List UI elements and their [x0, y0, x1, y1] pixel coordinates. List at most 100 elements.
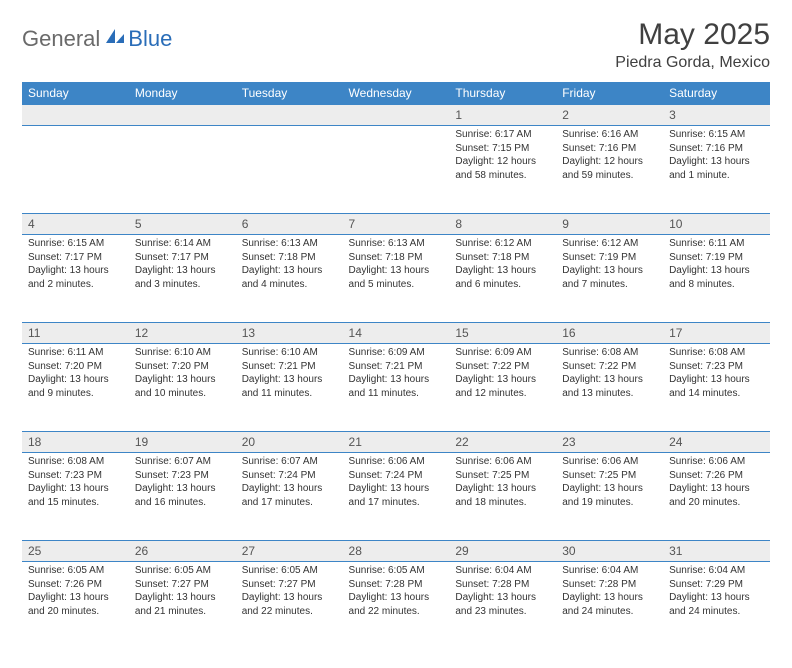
day-line: Daylight: 13 hours [28, 373, 123, 387]
day-line: Daylight: 13 hours [242, 482, 337, 496]
day-line: Daylight: 13 hours [669, 373, 764, 387]
day-cell-inner: Sunrise: 6:06 AMSunset: 7:26 PMDaylight:… [663, 453, 770, 513]
day-line: Sunset: 7:23 PM [135, 469, 230, 483]
day-cell: Sunrise: 6:06 AMSunset: 7:26 PMDaylight:… [663, 453, 770, 541]
logo-text-blue: Blue [128, 26, 172, 52]
day-line: Sunset: 7:28 PM [455, 578, 550, 592]
day-line: Sunrise: 6:15 AM [28, 237, 123, 251]
day-line: Daylight: 13 hours [669, 264, 764, 278]
day-line: and 6 minutes. [455, 278, 550, 292]
day-line: Sunrise: 6:06 AM [349, 455, 444, 469]
day-line: and 20 minutes. [28, 605, 123, 619]
day-line: Sunrise: 6:11 AM [669, 237, 764, 251]
day-cell-inner: Sunrise: 6:05 AMSunset: 7:27 PMDaylight:… [129, 562, 236, 622]
day-line: Sunset: 7:26 PM [669, 469, 764, 483]
day-cell: Sunrise: 6:07 AMSunset: 7:24 PMDaylight:… [236, 453, 343, 541]
day-line: and 59 minutes. [562, 169, 657, 183]
day-cell: Sunrise: 6:11 AMSunset: 7:19 PMDaylight:… [663, 235, 770, 323]
day-line: Daylight: 13 hours [349, 373, 444, 387]
day-number-cell [236, 105, 343, 126]
day-cell: Sunrise: 6:11 AMSunset: 7:20 PMDaylight:… [22, 344, 129, 432]
calendar-page: General Blue May 2025 Piedra Gorda, Mexi… [0, 0, 792, 668]
day-number-cell: 27 [236, 541, 343, 562]
day-line: Sunrise: 6:08 AM [28, 455, 123, 469]
day-cell-inner: Sunrise: 6:06 AMSunset: 7:25 PMDaylight:… [449, 453, 556, 513]
day-line: Sunrise: 6:15 AM [669, 128, 764, 142]
weekday-header: Friday [556, 82, 663, 105]
day-line: Sunset: 7:28 PM [349, 578, 444, 592]
day-line: Daylight: 13 hours [242, 591, 337, 605]
day-line: Sunrise: 6:09 AM [349, 346, 444, 360]
day-line: Daylight: 13 hours [135, 482, 230, 496]
day-cell-inner: Sunrise: 6:17 AMSunset: 7:15 PMDaylight:… [449, 126, 556, 186]
day-line: Sunrise: 6:05 AM [349, 564, 444, 578]
logo: General Blue [22, 18, 172, 52]
day-cell-inner: Sunrise: 6:13 AMSunset: 7:18 PMDaylight:… [343, 235, 450, 295]
day-line: Daylight: 13 hours [28, 264, 123, 278]
day-line: Daylight: 13 hours [562, 591, 657, 605]
day-number-cell: 8 [449, 214, 556, 235]
day-line: and 11 minutes. [349, 387, 444, 401]
day-line: Daylight: 13 hours [135, 264, 230, 278]
day-number-cell: 2 [556, 105, 663, 126]
day-line: Sunrise: 6:14 AM [135, 237, 230, 251]
day-number-cell: 23 [556, 432, 663, 453]
day-cell: Sunrise: 6:07 AMSunset: 7:23 PMDaylight:… [129, 453, 236, 541]
day-number-cell [129, 105, 236, 126]
day-line: Sunrise: 6:12 AM [455, 237, 550, 251]
day-line: Sunset: 7:24 PM [349, 469, 444, 483]
day-line: and 17 minutes. [242, 496, 337, 510]
day-cell [236, 126, 343, 214]
day-cell: Sunrise: 6:10 AMSunset: 7:21 PMDaylight:… [236, 344, 343, 432]
day-number-cell: 4 [22, 214, 129, 235]
day-line: Daylight: 13 hours [669, 591, 764, 605]
day-line: Sunset: 7:27 PM [135, 578, 230, 592]
day-cell: Sunrise: 6:06 AMSunset: 7:24 PMDaylight:… [343, 453, 450, 541]
day-line: Sunrise: 6:12 AM [562, 237, 657, 251]
day-number-cell: 30 [556, 541, 663, 562]
day-line: Daylight: 12 hours [562, 155, 657, 169]
day-content-row: Sunrise: 6:08 AMSunset: 7:23 PMDaylight:… [22, 453, 770, 541]
day-line: Sunset: 7:18 PM [455, 251, 550, 265]
day-cell [22, 126, 129, 214]
day-line: and 16 minutes. [135, 496, 230, 510]
day-cell: Sunrise: 6:08 AMSunset: 7:22 PMDaylight:… [556, 344, 663, 432]
day-cell-inner: Sunrise: 6:11 AMSunset: 7:19 PMDaylight:… [663, 235, 770, 295]
day-line: Sunset: 7:20 PM [28, 360, 123, 374]
day-cell: Sunrise: 6:06 AMSunset: 7:25 PMDaylight:… [556, 453, 663, 541]
day-line: and 15 minutes. [28, 496, 123, 510]
weekday-header: Saturday [663, 82, 770, 105]
day-line: and 20 minutes. [669, 496, 764, 510]
day-line: Sunset: 7:25 PM [455, 469, 550, 483]
day-cell: Sunrise: 6:15 AMSunset: 7:17 PMDaylight:… [22, 235, 129, 323]
day-line: Daylight: 13 hours [669, 155, 764, 169]
day-cell: Sunrise: 6:04 AMSunset: 7:28 PMDaylight:… [556, 562, 663, 650]
location-label: Piedra Gorda, Mexico [615, 54, 770, 72]
day-cell: Sunrise: 6:15 AMSunset: 7:16 PMDaylight:… [663, 126, 770, 214]
day-line: Sunrise: 6:06 AM [669, 455, 764, 469]
day-cell: Sunrise: 6:05 AMSunset: 7:28 PMDaylight:… [343, 562, 450, 650]
day-line: and 12 minutes. [455, 387, 550, 401]
day-cell-inner: Sunrise: 6:04 AMSunset: 7:28 PMDaylight:… [556, 562, 663, 622]
day-cell-inner: Sunrise: 6:09 AMSunset: 7:22 PMDaylight:… [449, 344, 556, 404]
day-line: Daylight: 13 hours [562, 264, 657, 278]
day-line: Daylight: 13 hours [455, 264, 550, 278]
day-number-cell [22, 105, 129, 126]
day-line: Sunset: 7:18 PM [349, 251, 444, 265]
day-line: and 14 minutes. [669, 387, 764, 401]
day-cell-inner: Sunrise: 6:15 AMSunset: 7:16 PMDaylight:… [663, 126, 770, 186]
day-number-cell: 12 [129, 323, 236, 344]
day-cell: Sunrise: 6:04 AMSunset: 7:28 PMDaylight:… [449, 562, 556, 650]
day-line: Daylight: 13 hours [455, 591, 550, 605]
calendar-table: SundayMondayTuesdayWednesdayThursdayFrid… [22, 82, 770, 650]
day-cell-inner: Sunrise: 6:04 AMSunset: 7:29 PMDaylight:… [663, 562, 770, 622]
day-number-cell [343, 105, 450, 126]
day-cell: Sunrise: 6:17 AMSunset: 7:15 PMDaylight:… [449, 126, 556, 214]
day-line: Sunset: 7:22 PM [562, 360, 657, 374]
day-content-row: Sunrise: 6:17 AMSunset: 7:15 PMDaylight:… [22, 126, 770, 214]
day-number-cell: 17 [663, 323, 770, 344]
day-line: Sunrise: 6:13 AM [242, 237, 337, 251]
day-number-cell: 29 [449, 541, 556, 562]
day-line: and 24 minutes. [562, 605, 657, 619]
day-cell: Sunrise: 6:08 AMSunset: 7:23 PMDaylight:… [22, 453, 129, 541]
